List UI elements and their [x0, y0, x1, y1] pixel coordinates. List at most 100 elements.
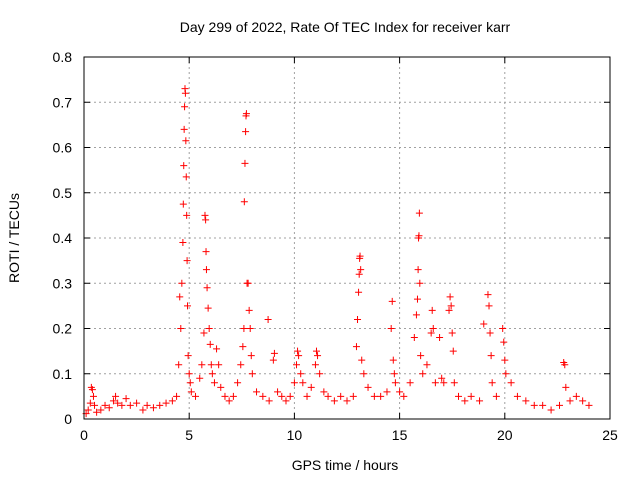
data-point — [202, 248, 210, 256]
data-point — [387, 325, 395, 332]
data-point — [97, 406, 105, 414]
data-point — [449, 347, 457, 355]
data-point — [203, 284, 211, 292]
data-point — [215, 361, 223, 369]
data-point — [149, 404, 157, 412]
data-point — [183, 211, 191, 219]
data-point — [486, 329, 494, 337]
x-tick-label: 10 — [287, 427, 303, 443]
data-point — [427, 329, 435, 337]
data-point — [487, 352, 495, 360]
data-point — [187, 388, 195, 396]
data-point — [198, 361, 206, 369]
data-point — [182, 173, 190, 181]
data-point — [530, 401, 538, 409]
data-point — [383, 388, 391, 396]
data-point — [248, 370, 256, 378]
data-point — [455, 392, 463, 400]
data-point — [156, 401, 164, 409]
data-point — [240, 198, 248, 206]
data-point — [229, 392, 237, 400]
data-point — [241, 159, 249, 167]
data-point — [572, 392, 580, 400]
data-point — [122, 395, 130, 403]
data-point — [196, 374, 204, 382]
data-point — [143, 401, 151, 409]
data-point — [448, 329, 456, 337]
gridlines — [84, 57, 610, 419]
x-axis-label: GPS time / hours — [292, 457, 399, 473]
data-point — [186, 379, 194, 387]
data-point — [320, 388, 328, 396]
data-point — [112, 392, 120, 400]
data-point — [343, 397, 351, 405]
data-point — [307, 383, 315, 391]
data-point — [210, 379, 218, 387]
data-point — [377, 392, 385, 400]
data-point — [312, 347, 320, 355]
y-axis-label: ROTI / TECUs — [6, 193, 22, 283]
data-point — [390, 370, 398, 378]
data-point — [240, 325, 248, 332]
chart-title: Day 299 of 2022, Rate Of TEC Index for r… — [180, 19, 511, 35]
data-point — [412, 311, 420, 319]
y-tick-label: 0.6 — [53, 140, 73, 156]
data-point — [177, 325, 185, 332]
y-tick-label: 0.4 — [53, 230, 73, 246]
data-point — [84, 406, 92, 414]
data-point — [297, 370, 305, 378]
data-point — [447, 302, 455, 310]
data-point — [105, 404, 113, 412]
data-point — [358, 356, 366, 364]
data-point — [242, 110, 250, 118]
data-point — [180, 162, 188, 170]
data-point — [221, 392, 229, 400]
data-point — [461, 397, 469, 405]
data-point — [364, 383, 372, 391]
data-point — [91, 401, 99, 409]
data-point — [507, 379, 515, 387]
data-point — [410, 334, 418, 342]
data-point — [234, 379, 242, 387]
data-point — [286, 392, 294, 400]
data-point — [352, 343, 360, 351]
data-point — [406, 379, 414, 387]
data-point — [357, 266, 365, 274]
data-point — [88, 386, 96, 394]
data-point — [93, 408, 101, 416]
data-point — [293, 361, 301, 369]
data-point — [450, 379, 458, 387]
data-point — [484, 291, 492, 299]
data-point — [185, 370, 193, 378]
data-point — [118, 401, 126, 409]
data-point — [431, 379, 439, 387]
data-point — [539, 401, 547, 409]
data-point — [173, 392, 181, 400]
data-point — [205, 325, 213, 332]
x-tick-label: 25 — [602, 427, 618, 443]
data-point — [265, 397, 273, 405]
data-point — [247, 352, 255, 360]
data-point — [86, 399, 94, 407]
data-point — [207, 361, 215, 369]
data-point — [429, 325, 437, 332]
data-point — [200, 329, 208, 337]
data-point — [208, 370, 216, 378]
data-point — [585, 401, 593, 409]
data-point — [561, 361, 569, 369]
data-point — [388, 297, 396, 305]
data-point — [413, 295, 421, 303]
data-point — [414, 266, 422, 274]
x-tick-label: 20 — [497, 427, 513, 443]
data-point — [168, 397, 176, 405]
data-point — [244, 279, 252, 287]
x-tick-label: 5 — [185, 427, 193, 443]
data-point — [314, 352, 322, 360]
data-point — [192, 392, 200, 400]
data-point — [114, 399, 122, 407]
data-point — [202, 266, 210, 274]
data-point — [579, 397, 587, 405]
y-tick-label: 0.7 — [53, 94, 73, 110]
data-point — [349, 392, 357, 400]
